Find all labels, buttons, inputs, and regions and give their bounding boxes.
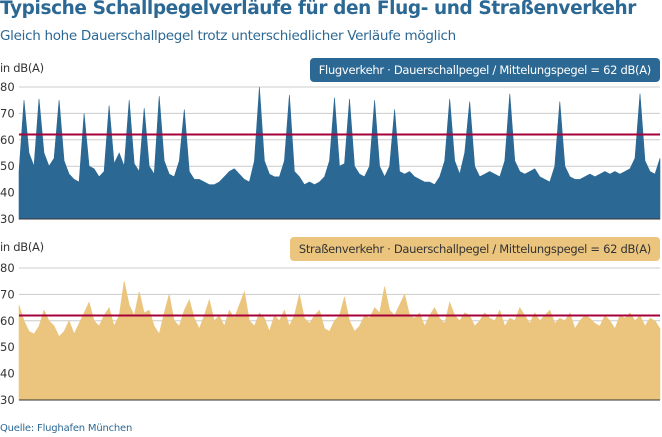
y-tick-label-flight: 40 xyxy=(0,186,15,200)
y-tick-label-road: 50 xyxy=(0,340,15,354)
y-tick-label-flight: 60 xyxy=(0,133,15,147)
y-axis-label-flight: in dB(A) xyxy=(0,61,44,75)
y-tick-label-road: 70 xyxy=(0,287,15,301)
y-tick-label-road: 40 xyxy=(0,367,15,381)
y-tick-label-flight: 70 xyxy=(0,106,15,120)
chart-title: Typische Schallpegelverläufe für den Flu… xyxy=(0,0,637,19)
y-tick-label-road: 80 xyxy=(0,261,15,275)
y-tick-label-flight: 80 xyxy=(0,80,15,94)
y-tick-label-road: 30 xyxy=(0,393,15,407)
y-tick-label-flight: 50 xyxy=(0,159,15,173)
y-tick-label-flight: 30 xyxy=(0,212,15,226)
area-series-road xyxy=(18,281,661,401)
chart-subtitle: Gleich hohe Dauerschallpegel trotz unter… xyxy=(0,28,456,44)
y-axis-label-road: in dB(A) xyxy=(0,240,44,254)
legend-road: Straßenverkehr · Dauerschallpegel / Mitt… xyxy=(289,237,660,261)
y-tick-label-road: 60 xyxy=(0,314,15,328)
source-note: Quelle: Flughafen München xyxy=(0,423,133,434)
legend-flight: Flugverkehr · Dauerschallpegel / Mittelu… xyxy=(309,58,660,82)
area-series-flight xyxy=(18,86,661,220)
